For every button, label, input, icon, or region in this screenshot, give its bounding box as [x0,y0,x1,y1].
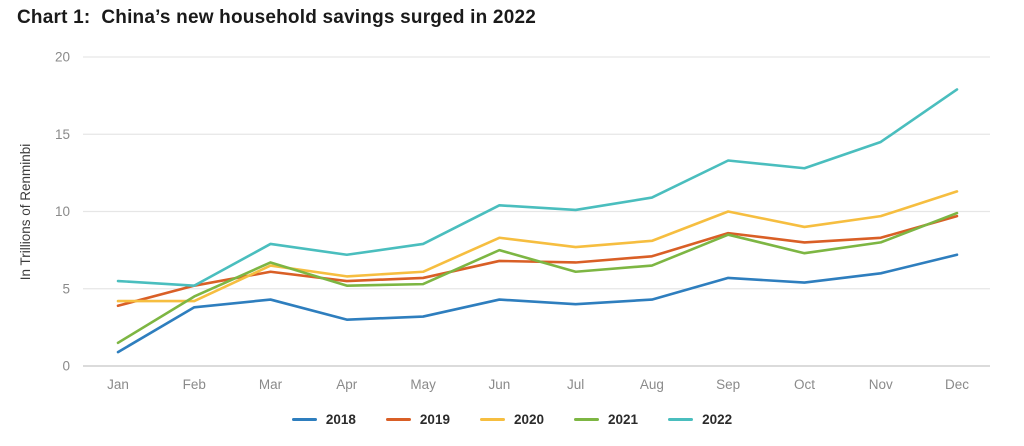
series-line-2020 [116,190,959,303]
x-tick-label: Nov [869,377,893,392]
legend-item-2021: 2021 [574,412,638,427]
x-tick-label: Aug [640,377,664,392]
x-tick-label: Mar [259,377,283,392]
legend-label-2022: 2022 [702,412,733,427]
legend-item-2018: 2018 [291,412,356,427]
legend-swatch-2020 [479,418,505,421]
legend-swatch-2019 [385,418,411,421]
y-tick-label: 5 [62,281,70,296]
x-tick-label: Jan [107,377,129,392]
y-tick-label: 20 [55,50,70,65]
x-tick-label: May [410,377,436,392]
legend-item-2020: 2020 [479,412,545,427]
legend-label-2018: 2018 [325,412,356,427]
y-tick-label: 15 [55,127,70,142]
legend-label-2019: 2019 [419,412,450,427]
legend-swatch-2021 [574,418,600,421]
chart-title: Chart 1: China’s new household savings s… [17,7,536,28]
legend-item-2022: 2022 [668,412,732,427]
y-tick-label: 10 [55,204,70,219]
series-line-2018 [116,253,959,354]
x-tick-label: Jul [567,377,584,392]
legend-item-2019: 2019 [385,412,450,427]
series-line-2021 [116,211,959,345]
series-line-2022 [116,88,959,287]
x-tick-label: Dec [945,377,969,392]
line-chart: 0 5 10 15 20 Jan Feb Mar Apr May Jun Jul Aug Sep Oct No… [18,50,990,392]
legend-swatch-2018 [291,418,317,421]
x-tick-label: Apr [336,377,358,392]
x-tick-label: Feb [183,377,206,392]
legend-label-2021: 2021 [608,412,639,427]
x-tick-label: Oct [794,377,815,392]
y-tick-label: 0 [62,359,70,374]
legend-swatch-2022 [668,418,694,421]
x-tick-label: Sep [716,377,740,392]
legend-label-2020: 2020 [513,412,545,427]
chart-legend: 2018 2019 2020 2021 2022 [0,412,1024,427]
x-tick-label: Jun [488,377,510,392]
y-axis-title: In Trillions of Renminbi [18,144,33,281]
